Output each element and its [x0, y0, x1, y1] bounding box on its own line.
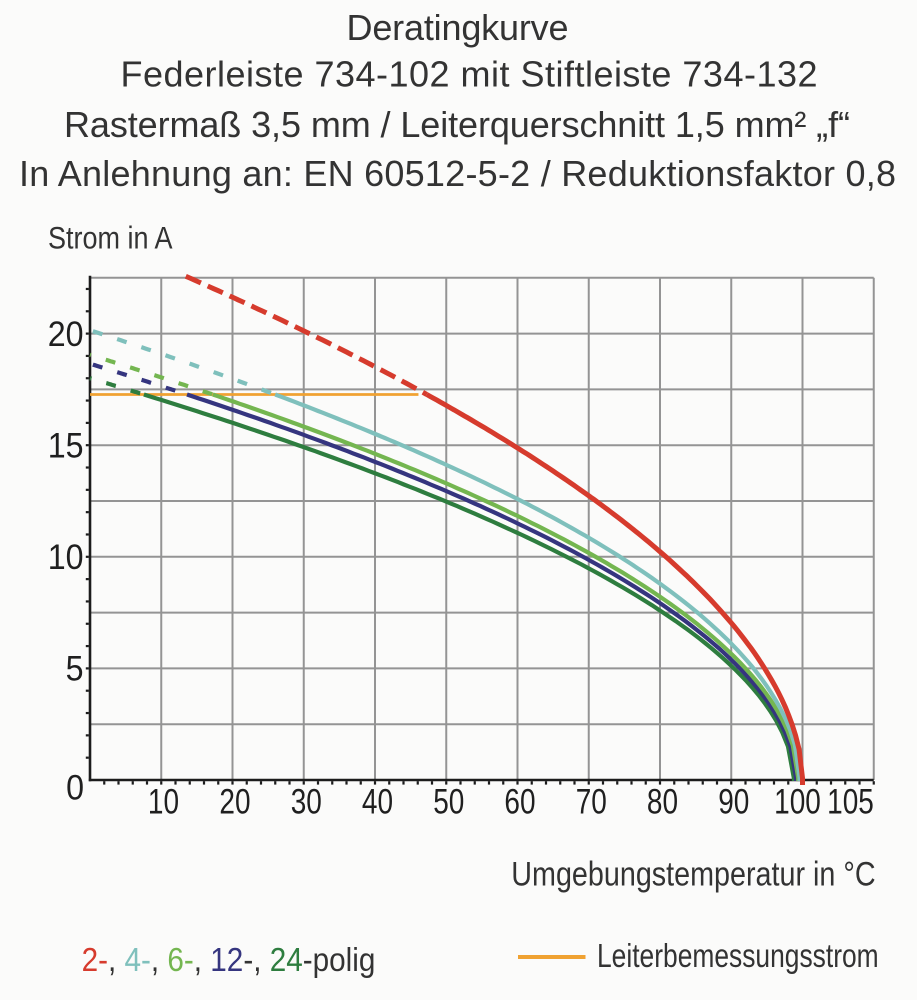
svg-text:15: 15	[48, 427, 84, 466]
svg-text:100: 100	[774, 781, 821, 821]
svg-text:In Anlehnung an: EN 60512-5-2: In Anlehnung an: EN 60512-5-2 / Reduktio…	[19, 153, 896, 194]
svg-text:Umgebungstemperatur in °C: Umgebungstemperatur in °C	[511, 855, 875, 893]
svg-text:60: 60	[504, 781, 535, 821]
svg-text:Federleiste 734-102 mit Stiftl: Federleiste 734-102 mit Stiftleiste 734-…	[121, 54, 818, 95]
svg-text:10: 10	[48, 539, 84, 578]
svg-text:105: 105	[827, 781, 874, 821]
svg-text:20: 20	[219, 781, 250, 821]
svg-text:Rastermaß 3,5 mm / Leiterquers: Rastermaß 3,5 mm / Leiterquerschnitt 1,5…	[64, 104, 850, 145]
svg-text:Strom in A: Strom in A	[48, 221, 173, 256]
svg-text:50: 50	[433, 781, 464, 821]
svg-text:0: 0	[66, 769, 84, 808]
svg-text:Leiterbemessungsstrom: Leiterbemessungsstrom	[597, 938, 879, 974]
svg-text:20: 20	[48, 316, 84, 355]
svg-text:70: 70	[576, 781, 607, 821]
svg-text:5: 5	[66, 651, 84, 690]
svg-text:Deratingkurve: Deratingkurve	[347, 7, 569, 48]
svg-text:30: 30	[291, 781, 322, 821]
svg-text:90: 90	[718, 781, 749, 821]
svg-text:80: 80	[647, 781, 678, 821]
svg-text:10: 10	[148, 781, 179, 821]
svg-text:2-, 4-, 6-, 12-, 24-polig: 2-, 4-, 6-, 12-, 24-polig	[82, 942, 376, 979]
svg-text:40: 40	[362, 781, 393, 821]
